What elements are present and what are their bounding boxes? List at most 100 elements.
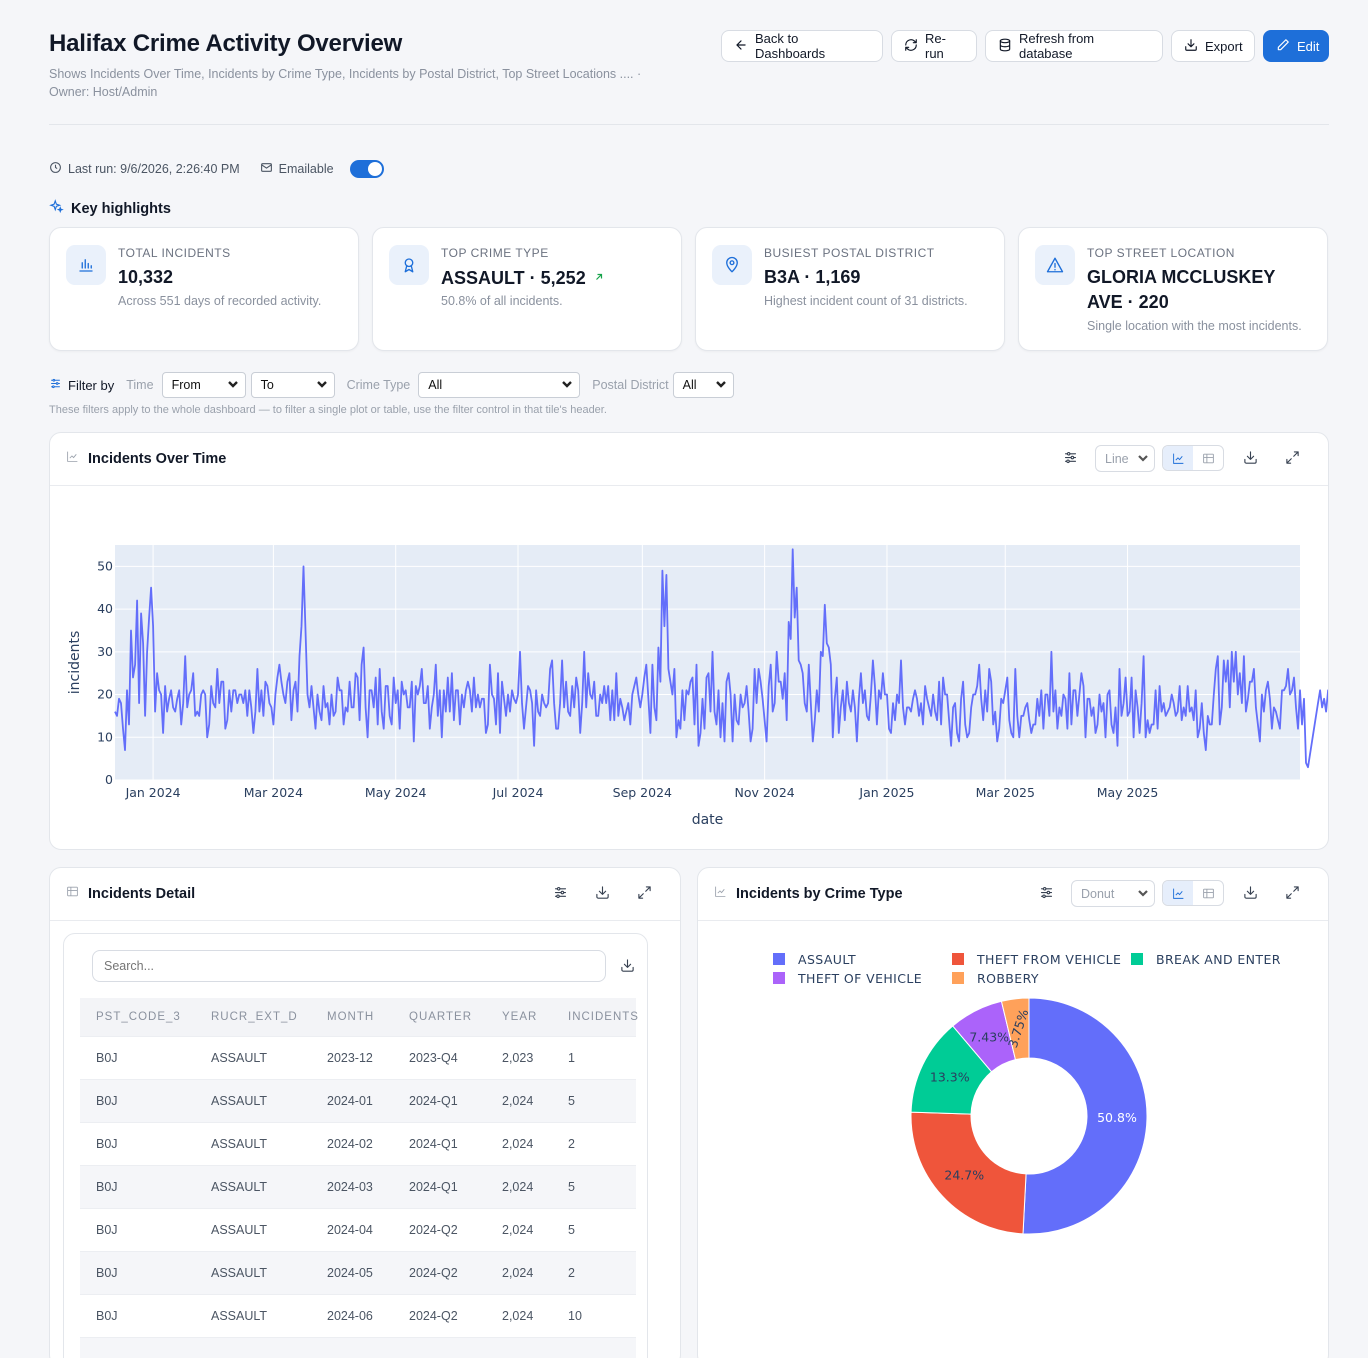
legend-label: ROBBERY	[977, 971, 1039, 986]
panel-title: Incidents Over Time	[88, 451, 227, 467]
card-subtext: Highest incident count of 31 districts.	[764, 294, 968, 308]
column-header[interactable]: RUCR_EXT_D	[195, 998, 311, 1036]
table-cell: ASSAULT	[195, 1035, 311, 1079]
panel-header: Incidents Detail	[50, 868, 680, 921]
sliders-icon[interactable]	[1063, 450, 1081, 468]
incidents-over-time-chart: Jan 2024 Mar 2024 May 2024 Jul 2024 Sep 2024…	[67, 545, 1328, 828]
x-tick-label: Mar 2024	[244, 785, 303, 800]
export-button[interactable]: Export	[1171, 30, 1255, 62]
table-row[interactable]: B0J ASSAULT 2024-06 2024-Q2 2,024 10	[80, 1293, 636, 1337]
table-cell: B0J	[80, 1250, 195, 1294]
time-to-value: To	[260, 378, 274, 392]
highlight-card-top-street-location: Top street location GLORIA MCCLUSKEY AVE…	[1018, 227, 1328, 351]
table-row[interactable]: B0J ASSAULT 2024-04 2024-Q2 2,024 5	[80, 1207, 636, 1251]
x-axis-label: date	[692, 812, 724, 828]
download-icon[interactable]	[620, 958, 638, 976]
crime-type-donut-chart: ASSAULT THEFT FROM VEHICLE BREAK AND ENTER…	[773, 952, 1281, 1235]
chevron-down-icon	[316, 378, 327, 392]
expand-icon[interactable]	[1285, 885, 1303, 903]
incidents-detail-panel: Incidents Detail PST_CODE_3RUCR_EXT_DMON…	[49, 867, 681, 1358]
rerun-button[interactable]: Re-run	[891, 30, 977, 62]
table-header-row: PST_CODE_3 RUCR_EXT_D MONTH QUARTER YEAR INCI…	[80, 998, 638, 1036]
legend-swatch	[952, 972, 964, 984]
table-cell: ASSAULT	[195, 1121, 311, 1165]
table-cell: 2023-Q4	[393, 1035, 486, 1079]
table-cell: 5	[552, 1207, 636, 1251]
column-header[interactable]: QUARTER	[393, 998, 486, 1036]
legend-label: THEFT FROM VEHICLE	[976, 952, 1121, 967]
column-header[interactable]: INCIDENTS	[552, 998, 638, 1036]
time-from-select[interactable]: From	[161, 372, 246, 398]
clock-icon	[49, 161, 62, 177]
view-toggle	[1162, 445, 1224, 471]
expand-icon[interactable]	[1285, 450, 1303, 468]
table-cell: 2,024	[486, 1250, 552, 1294]
table-cell: B0J	[80, 1164, 195, 1208]
edit-button-label: Edit	[1297, 38, 1320, 54]
alert-triangle-icon	[1035, 245, 1075, 285]
expand-icon[interactable]	[637, 885, 655, 903]
table-row[interactable]: B0J ASSAULT 2024-05 2024-Q2 2,024 2	[80, 1250, 636, 1294]
crime-type-select[interactable]: All	[418, 372, 581, 398]
slice-percent-label: 24.7%	[944, 1168, 984, 1183]
x-tick-label: May 2025	[1097, 785, 1159, 800]
table-cell: 2023-12	[311, 1035, 393, 1079]
column-header[interactable]: PST_CODE_3	[80, 998, 195, 1036]
bar-chart-icon	[66, 245, 106, 285]
chevron-down-icon	[1138, 452, 1148, 466]
sliders-icon[interactable]	[553, 885, 571, 903]
donut-slice	[910, 1111, 1027, 1235]
arrow-left-icon	[734, 38, 748, 55]
plot-area	[115, 545, 1300, 780]
y-tick-label: 50	[97, 558, 113, 573]
column-header[interactable]: YEAR	[486, 998, 552, 1036]
table-cell: 10	[552, 1293, 636, 1337]
column-header[interactable]: MONTH	[311, 998, 393, 1036]
table-cell: 2,024	[486, 1207, 552, 1251]
postal-district-select[interactable]: All	[672, 372, 734, 398]
sparkles-icon	[49, 199, 64, 218]
table-row[interactable]: B0J ASSAULT 2024-02 2024-Q1 2,024 2	[80, 1121, 636, 1165]
card-value: GLORIA MCCLUSKEY AVE · 220	[1087, 267, 1276, 312]
chart-type-value: Line	[1105, 451, 1129, 466]
panel-title: Incidents by Crime Type	[736, 886, 903, 902]
filter-by-label-wrap: Filter by	[49, 377, 114, 393]
donut-slice	[1000, 997, 1030, 1061]
legend-swatch	[773, 953, 785, 965]
x-tick-label: Sep 2024	[613, 785, 672, 800]
chart-type-select[interactable]: Donut	[1071, 880, 1155, 907]
table-row[interactable]: B0J ASSAULT 2023-12 2023-Q4 2,023 1	[80, 1035, 636, 1079]
table-container: PST_CODE_3RUCR_EXT_DMONTHQUARTERYEARINCI…	[63, 933, 648, 1358]
refresh-from-database-button[interactable]: Refresh from database	[985, 30, 1163, 62]
table-row[interactable]: B0J ASSAULT 2024-03 2024-Q1 2,024 5	[80, 1164, 636, 1208]
chart-view-button[interactable]	[1163, 881, 1193, 905]
chart-view-button[interactable]	[1163, 446, 1193, 470]
chart-type-select[interactable]: Line	[1095, 445, 1155, 472]
sliders-icon[interactable]	[1039, 885, 1057, 903]
back-to-dashboards-button[interactable]: Back to Dashboards	[721, 30, 883, 62]
panel-title: Incidents Detail	[88, 886, 196, 902]
chevron-down-icon	[1138, 887, 1148, 901]
highlight-card-total-incidents: Total incidents 10,332 Across 551 days o…	[49, 227, 359, 351]
edit-button[interactable]: Edit	[1263, 30, 1329, 62]
back-button-label: Back to Dashboards	[755, 31, 826, 61]
filter-by-label: Filter by	[68, 377, 115, 393]
donut-slice	[1022, 997, 1148, 1235]
table-cell: 2024-Q2	[393, 1293, 486, 1337]
emailable-toggle[interactable]	[349, 160, 384, 178]
table-row[interactable]	[80, 1336, 636, 1358]
download-icon[interactable]	[1243, 885, 1261, 903]
table-search-input[interactable]	[92, 950, 606, 982]
y-tick-label: 0	[105, 772, 113, 787]
table-row[interactable]: B0J ASSAULT 2024-01 2024-Q1 2,024 5	[80, 1078, 636, 1122]
table-cell: B0J	[80, 1078, 195, 1122]
download-icon[interactable]	[595, 885, 613, 903]
table-view-button[interactable]	[1193, 446, 1223, 470]
download-icon[interactable]	[1243, 450, 1261, 468]
legend-swatch	[773, 972, 785, 984]
table-view-button[interactable]	[1193, 881, 1223, 905]
time-to-select[interactable]: To	[250, 372, 335, 398]
incidents-by-crime-type-panel: Incidents by Crime Type Donut ASSAULT THE…	[697, 867, 1329, 1358]
legend-label: BREAK AND ENTER	[1156, 952, 1281, 967]
highlight-card-busiest-postal-district: Busiest postal district B3A · 1,169 High…	[695, 227, 1005, 351]
